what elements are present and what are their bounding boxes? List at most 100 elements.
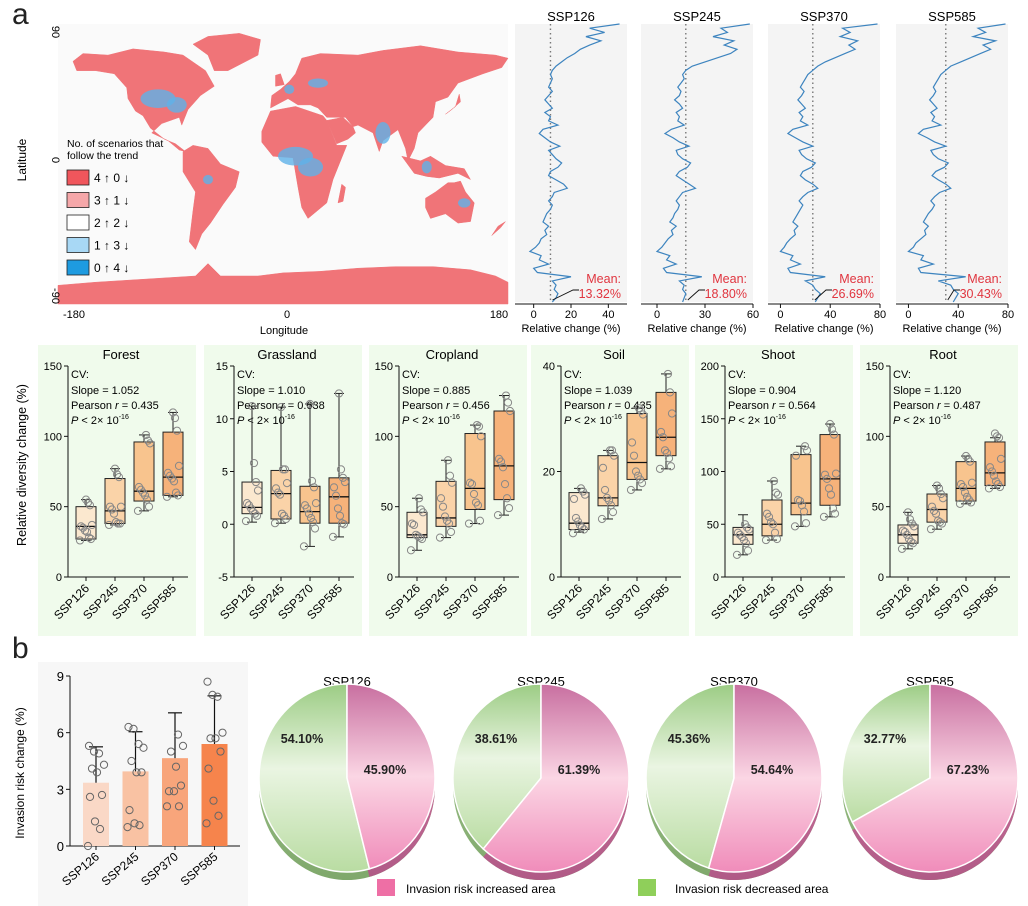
map-legend-swatch	[66, 169, 90, 186]
map-decrease-patch	[298, 157, 323, 177]
box-stats-pearson: Pearson r = 0.638	[237, 400, 325, 412]
box-y-tick-label: 15	[216, 361, 228, 373]
p-symbol: P	[402, 415, 410, 427]
box-data-point	[84, 533, 94, 542]
box-data-point	[897, 544, 907, 553]
box-data-point	[801, 519, 811, 528]
box-data-point	[598, 463, 608, 472]
box-panel-forest: Forest 0 50 100 150 CV: Slope = 1.052 Pearson r…	[38, 345, 196, 636]
box-data-point	[111, 518, 121, 527]
box-data-point	[955, 499, 965, 508]
lat-mean-value: 26.69%	[832, 287, 874, 301]
box-stats-slope: Slope = 1.039	[564, 385, 632, 397]
box-y-tick-label: 100	[866, 431, 884, 443]
map-landmass-south-america	[182, 145, 240, 251]
bar-data-point	[204, 764, 213, 773]
lat-profile-line	[779, 23, 878, 303]
map-ylabel: Latitude	[15, 138, 29, 181]
box-data-point	[498, 463, 508, 472]
box-data-point	[113, 519, 123, 528]
pie-label-decreased: 45.36%	[668, 732, 710, 746]
p-symbol: P	[728, 415, 736, 427]
p-exponent: -16	[941, 414, 951, 421]
box-data-point	[936, 489, 946, 499]
pie-label-decreased: 32.77%	[864, 732, 906, 746]
pearson-r-symbol: r	[446, 400, 451, 412]
box-data-point	[791, 451, 801, 460]
p-exponent: -16	[450, 414, 460, 421]
lat-x-tick-label: 80	[874, 309, 886, 321]
box-data-point	[655, 464, 665, 473]
box-data-point	[634, 404, 644, 413]
box-data-point	[597, 514, 607, 524]
box-y-tick-label: 150	[44, 361, 62, 373]
box-stats-p: P < 2× 10-16	[728, 414, 786, 427]
box-data-point	[771, 488, 781, 497]
box-data-point	[250, 509, 260, 518]
lat-xlabel: Relative change (%)	[521, 323, 620, 335]
box-y-tick-label: 0	[56, 572, 62, 584]
box-data-point	[308, 518, 318, 527]
lat-x-tick-label: 0	[531, 309, 537, 321]
box-y-tick-label: 50	[872, 502, 884, 514]
pearson-label: Pearson	[564, 400, 608, 412]
box-stats-slope: Slope = 0.904	[728, 385, 796, 397]
map-legend-label: 4 ↑ 0 ↓	[94, 171, 129, 185]
lat-mean-label: Mean:	[712, 272, 747, 286]
box-data-point	[577, 523, 587, 532]
lat-mean-label: Mean:	[967, 272, 1002, 286]
box-data-point	[446, 527, 456, 537]
p-value: < 2× 10	[409, 415, 449, 427]
bar-data-point	[137, 768, 146, 777]
box-stats-header: CV:	[564, 369, 582, 381]
bar-data-point	[132, 768, 141, 777]
box-data-point	[991, 477, 1001, 486]
box-data-point	[766, 518, 776, 527]
pie-slice-increased	[482, 683, 630, 873]
box-data-point	[996, 454, 1006, 463]
bar-data-point	[134, 739, 143, 749]
bar-data-point	[85, 792, 95, 801]
box-panel-title: Shoot	[761, 347, 795, 362]
box-data-point	[104, 520, 114, 530]
box-data-point	[666, 462, 676, 471]
box-stats-pearson: Pearson r = 0.435	[71, 400, 159, 412]
p-symbol: P	[71, 415, 79, 427]
lat-mean-leader	[947, 289, 960, 301]
box-data-point	[733, 528, 743, 537]
box-stats-p: P < 2× 10-16	[71, 414, 129, 427]
box-data-point	[282, 479, 292, 488]
map-ytick-neg90: -90	[49, 288, 61, 304]
pie-legend: Invasion risk increased area Invasion ris…	[377, 879, 829, 896]
box-iqr	[162, 431, 184, 496]
pearson-r-symbol: r	[937, 400, 942, 412]
box-data-point	[735, 530, 745, 539]
bar-data-point	[123, 823, 132, 832]
lat-x-tick-label: 20	[565, 309, 577, 321]
box-data-point	[340, 477, 350, 487]
box-data-point	[984, 484, 994, 493]
box-data-point	[110, 464, 120, 473]
box-stats-pearson: Pearson r = 0.456	[402, 400, 490, 412]
box-data-point	[162, 492, 172, 501]
box-data-point	[609, 451, 619, 460]
map-landmass-arabia	[326, 117, 356, 145]
box-y-tick-label: 0	[387, 572, 393, 584]
box-data-point	[443, 456, 453, 465]
box-y-tick-label: 0	[222, 519, 228, 531]
box-data-point	[133, 506, 143, 515]
box-data-point	[174, 461, 184, 470]
pearson-value: = 0.564	[776, 400, 816, 412]
p-symbol: P	[893, 415, 901, 427]
map-decrease-patch	[375, 122, 391, 144]
diversity-boxplot-panels: Relative diversity change (%) Forest0501…	[15, 345, 1018, 636]
box-data-point	[820, 470, 830, 479]
box-data-point	[299, 542, 309, 551]
pearson-r-symbol: r	[115, 400, 120, 412]
bar-rect	[201, 744, 228, 846]
box-iqr	[926, 493, 948, 523]
